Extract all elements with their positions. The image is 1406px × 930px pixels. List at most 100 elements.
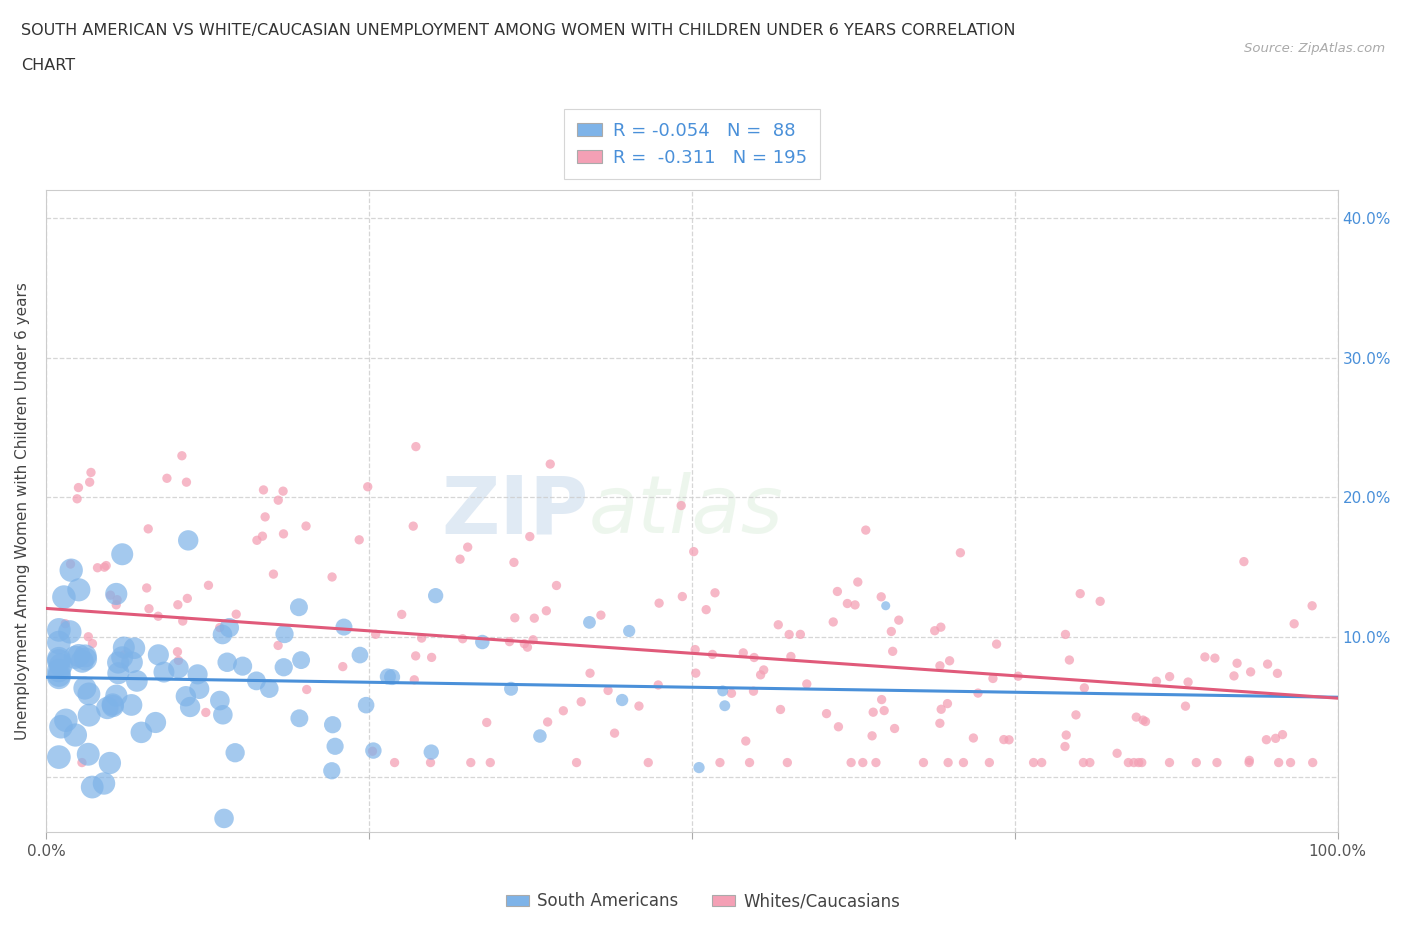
Point [870, 692, 893, 707]
Point [1130, 755, 1153, 770]
Point [208, 693, 231, 708]
Point [170, 448, 193, 463]
Point [457, 539, 479, 554]
Point [148, 609, 170, 624]
Point [887, 613, 910, 628]
Point [177, 533, 200, 548]
Point [1022, 755, 1045, 770]
Point [363, 743, 385, 758]
Point [711, 684, 734, 698]
Point [669, 498, 692, 513]
Point [295, 682, 318, 697]
Point [197, 578, 219, 592]
Point [1185, 755, 1208, 770]
Text: atlas: atlas [589, 472, 783, 551]
Point [271, 484, 294, 498]
Point [333, 619, 356, 634]
Point [949, 545, 972, 560]
Point [565, 755, 588, 770]
Point [769, 702, 792, 717]
Point [778, 627, 800, 642]
Text: ZIP: ZIP [441, 472, 589, 551]
Point [846, 575, 869, 590]
Point [823, 615, 845, 630]
Point [702, 647, 724, 662]
Point [993, 732, 1015, 747]
Point [516, 640, 538, 655]
Point [1078, 755, 1101, 770]
Point [167, 660, 190, 675]
Point [112, 640, 135, 655]
Point [194, 705, 217, 720]
Point [695, 603, 717, 618]
Point [610, 693, 633, 708]
Point [1174, 698, 1197, 713]
Point [67, 480, 90, 495]
Point [865, 755, 887, 770]
Point [1237, 755, 1260, 770]
Point [827, 719, 849, 734]
Point [361, 744, 384, 759]
Point [475, 715, 498, 730]
Point [273, 526, 295, 541]
Point [499, 682, 522, 697]
Point [48, 663, 70, 678]
Point [538, 457, 561, 472]
Point [252, 483, 274, 498]
Point [225, 606, 247, 621]
Point [589, 607, 612, 622]
Point [967, 685, 990, 700]
Point [578, 615, 600, 630]
Point [48, 654, 70, 669]
Point [112, 647, 135, 662]
Point [70, 755, 93, 770]
Point [1132, 712, 1154, 727]
Point [105, 592, 128, 607]
Point [111, 650, 134, 665]
Point [883, 721, 905, 736]
Point [752, 662, 775, 677]
Point [75, 652, 97, 667]
Point [82, 779, 104, 794]
Point [929, 702, 952, 717]
Point [873, 703, 896, 718]
Point [685, 666, 707, 681]
Point [245, 673, 267, 688]
Point [59, 624, 82, 639]
Point [48, 651, 70, 666]
Point [188, 682, 211, 697]
Point [733, 645, 755, 660]
Point [546, 578, 568, 593]
Point [52, 590, 75, 604]
Point [267, 493, 290, 508]
Point [1159, 670, 1181, 684]
Point [75, 648, 97, 663]
Point [176, 591, 198, 605]
Point [1279, 755, 1302, 770]
Point [671, 589, 693, 604]
Point [107, 666, 129, 681]
Point [96, 700, 118, 715]
Point [105, 688, 128, 703]
Point [135, 580, 157, 595]
Point [166, 597, 188, 612]
Text: CHART: CHART [21, 58, 75, 73]
Point [855, 523, 877, 538]
Point [101, 697, 124, 711]
Point [627, 698, 650, 713]
Point [124, 641, 146, 656]
Point [131, 724, 153, 739]
Point [295, 519, 318, 534]
Point [288, 600, 311, 615]
Point [471, 634, 494, 649]
Legend: South Americans, Whites/Caucasians: South Americans, Whites/Caucasians [499, 885, 907, 917]
Point [323, 738, 346, 753]
Point [451, 631, 474, 646]
Point [938, 654, 960, 669]
Point [172, 614, 194, 629]
Point [60, 563, 83, 578]
Point [1267, 666, 1289, 681]
Point [273, 627, 295, 642]
Point [688, 760, 710, 775]
Point [998, 732, 1021, 747]
